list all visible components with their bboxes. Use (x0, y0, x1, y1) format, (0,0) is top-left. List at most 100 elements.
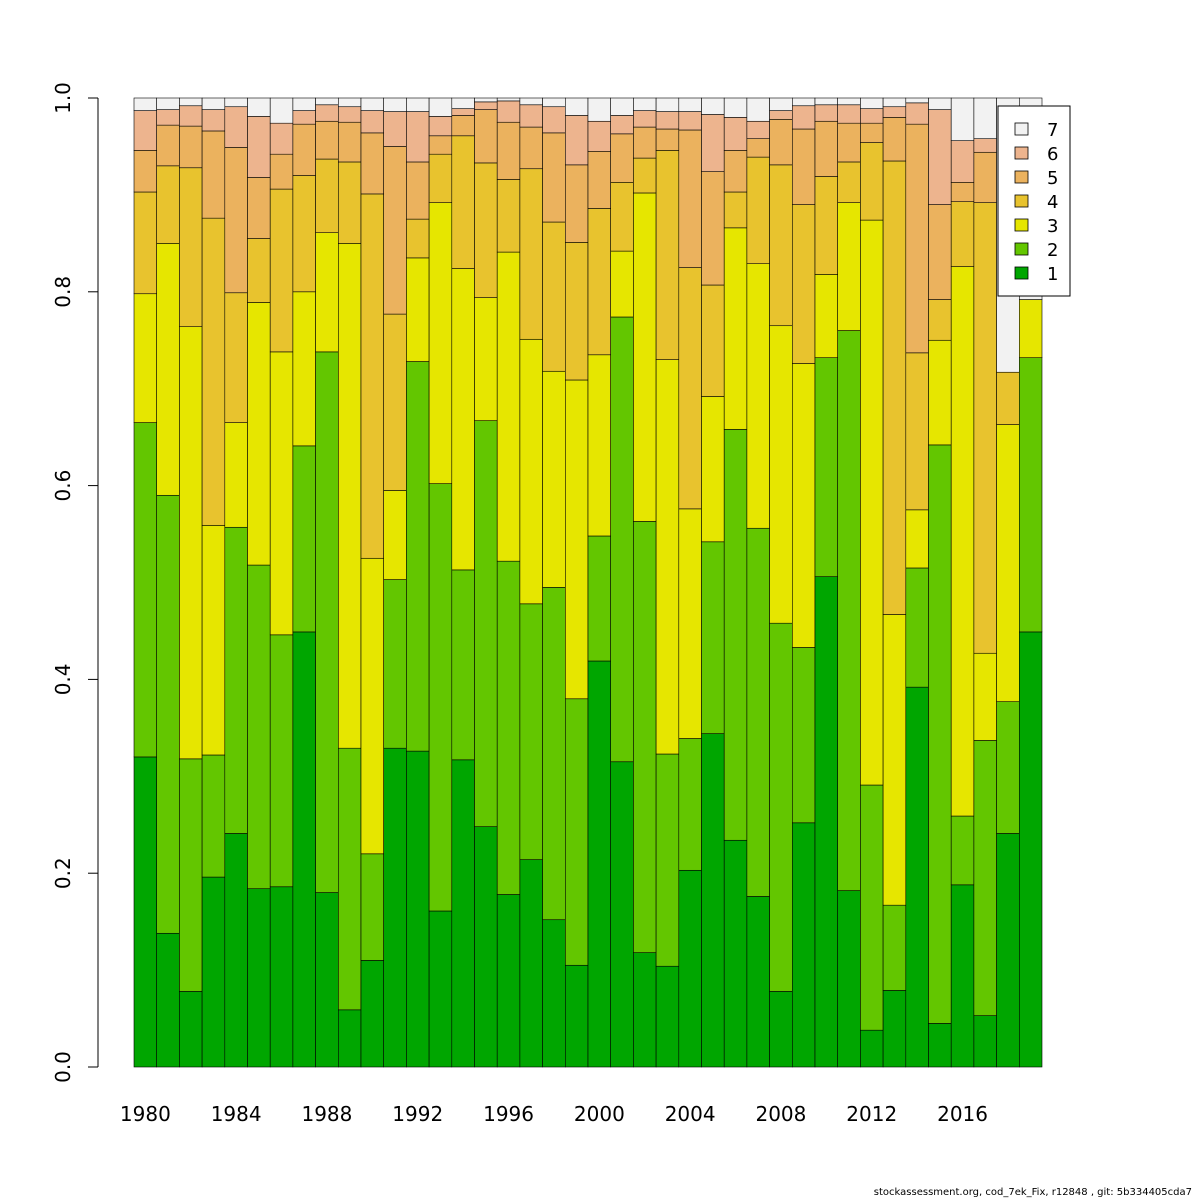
bar-1999-age-3 (564, 379, 589, 700)
bar-2007-age-5 (746, 138, 770, 158)
bar-1984-age-5 (224, 147, 248, 294)
bar-2011-age-5 (837, 122, 861, 163)
x-tick-label: 2008 (755, 1102, 806, 1126)
legend-label-2: 2 (1047, 240, 1058, 261)
bar-2014-age-1 (905, 686, 929, 1068)
bar-1999-age-6 (564, 115, 589, 166)
bar-1981-age-2 (156, 494, 180, 934)
bar-2011-age-7 (837, 97, 861, 106)
bar-2018-age-2 (996, 701, 1020, 834)
bar-1995-age-3 (474, 297, 498, 421)
bar-2013-age-5 (882, 117, 907, 162)
bar-1985-age-7 (247, 97, 271, 117)
bar-2000-age-3 (587, 354, 612, 537)
bar-2001-age-4 (610, 182, 634, 252)
bar-1983-age-4 (201, 217, 226, 526)
bar-2008-age-7 (769, 97, 793, 111)
bar-2011-age-3 (837, 202, 861, 331)
bar-2011-age-4 (837, 161, 861, 203)
y-tick-label: 0.2 (51, 857, 75, 889)
bar-1986-age-5 (269, 153, 294, 190)
bar-2006-age-7 (723, 97, 748, 118)
bar-1998-age-6 (542, 106, 566, 134)
bar-2019-age-3 (1018, 299, 1043, 358)
bar-2009-age-2 (791, 647, 816, 824)
bar-2015-age-3 (928, 339, 952, 446)
bar-1990-age-7 (360, 97, 385, 111)
bar-2001-age-5 (610, 133, 634, 183)
bar-1982-age-7 (179, 97, 203, 107)
bar-1997-age-4 (519, 168, 543, 340)
bar-1981-age-5 (156, 124, 180, 167)
bar-2009-age-7 (791, 97, 816, 107)
bar-1985-age-3 (247, 302, 271, 566)
legend-label-1: 1 (1047, 264, 1058, 285)
bar-1987-age-4 (292, 175, 316, 293)
bar-2005-age-7 (701, 97, 725, 115)
legend: 7 6 5 4 3 2 1 (997, 105, 1071, 297)
bar-1980-age-7 (133, 97, 158, 111)
bar-1986-age-7 (269, 97, 294, 124)
bar-1984-age-4 (224, 292, 248, 423)
bar-1994-age-2 (451, 569, 475, 761)
bar-2017-age-7 (973, 97, 997, 140)
bar-2004-age-5 (678, 129, 702, 268)
bar-1987-age-6 (292, 110, 316, 125)
bar-2014-age-3 (905, 509, 929, 569)
bar-2015-age-7 (928, 97, 952, 110)
bar-1984-age-2 (224, 526, 248, 834)
bar-2011-age-2 (837, 330, 861, 891)
bar-1980-age-4 (133, 191, 158, 295)
bar-2013-age-3 (882, 614, 907, 906)
bar-2012-age-1 (860, 1029, 884, 1068)
bar-2012-age-5 (860, 122, 884, 143)
bar-1980-age-5 (133, 150, 158, 193)
bar-1989-age-2 (337, 747, 362, 1011)
bar-2017-age-1 (973, 1015, 997, 1068)
bar-2002-age-5 (633, 126, 657, 159)
bar-2014-age-2 (905, 567, 929, 688)
bar-1998-age-4 (542, 221, 566, 372)
bar-2004-age-6 (678, 111, 702, 131)
bar-1981-age-6 (156, 109, 180, 126)
bar-2013-age-2 (882, 904, 907, 991)
bar-1995-age-6 (474, 101, 498, 110)
y-tick-label: 0.8 (51, 276, 75, 308)
bar-1994-age-6 (451, 108, 475, 116)
bar-1982-age-4 (179, 167, 203, 327)
bar-2013-age-1 (882, 990, 907, 1068)
bar-2016-age-7 (950, 97, 975, 141)
legend-swatch-1 (1014, 266, 1029, 280)
bar-1992-age-6 (406, 111, 430, 163)
bar-1980-age-1 (133, 756, 158, 1068)
bar-2007-age-6 (746, 120, 770, 140)
bar-1989-age-6 (337, 106, 362, 123)
bar-2007-age-2 (746, 527, 770, 897)
bar-1991-age-5 (383, 146, 407, 315)
bar-2016-age-5 (950, 182, 975, 202)
bar-1993-age-1 (428, 910, 453, 1068)
bar-1998-age-5 (542, 132, 566, 223)
x-tick-label: 2000 (574, 1102, 625, 1126)
bar-1998-age-2 (542, 587, 566, 921)
bar-2000-age-4 (587, 208, 612, 356)
bar-1990-age-4 (360, 193, 385, 559)
bar-1994-age-4 (451, 135, 475, 269)
bar-2001-age-2 (610, 316, 634, 763)
bar-1986-age-4 (269, 188, 294, 353)
bar-1983-age-3 (201, 525, 226, 756)
bar-1997-age-5 (519, 126, 543, 170)
bar-2012-age-6 (860, 108, 884, 124)
x-tick-label: 1984 (211, 1102, 262, 1126)
bar-2015-age-2 (928, 444, 952, 1024)
bar-2000-age-7 (587, 97, 612, 122)
bar-1997-age-1 (519, 859, 543, 1068)
legend-label-7: 7 (1047, 120, 1058, 141)
bar-1987-age-1 (292, 631, 316, 1068)
bar-2017-age-4 (973, 202, 997, 654)
bar-1993-age-7 (428, 97, 453, 117)
bar-1990-age-3 (360, 557, 385, 855)
bar-1981-age-7 (156, 97, 180, 110)
bar-1998-age-1 (542, 919, 566, 1068)
bar-1981-age-4 (156, 165, 180, 244)
